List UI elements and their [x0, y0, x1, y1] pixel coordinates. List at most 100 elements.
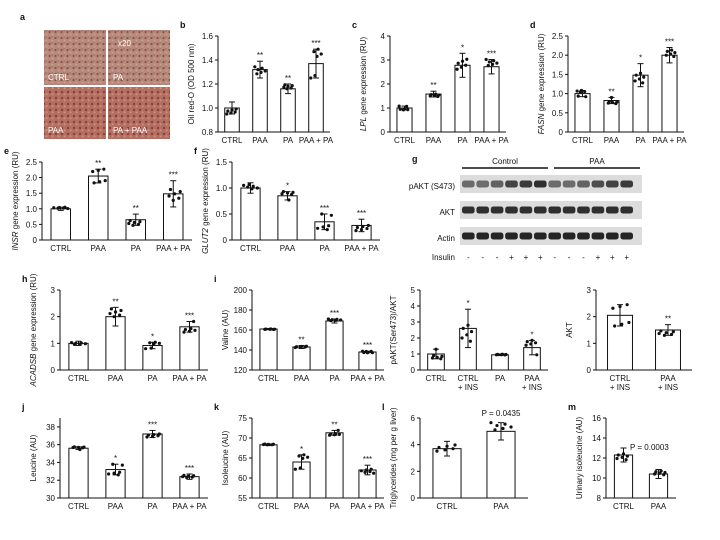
data-point — [662, 333, 667, 337]
data-point — [187, 329, 192, 333]
data-point — [269, 327, 273, 331]
data-point — [320, 212, 324, 216]
panel-letter-e: e — [4, 146, 9, 156]
y-tick-label: 3 — [411, 318, 416, 327]
data-point — [291, 190, 295, 194]
panel-letter-i1: i — [214, 274, 217, 284]
data-point — [339, 318, 343, 322]
micrograph-pa-paa — [108, 87, 170, 139]
micrograph-label-ctrl: CTRL — [48, 73, 69, 82]
data-point — [79, 341, 83, 345]
data-point — [455, 67, 459, 71]
x-tick-label: PAA + PA — [474, 136, 509, 145]
data-point — [299, 344, 304, 349]
y-tick-label: 160 — [234, 326, 248, 335]
data-point — [173, 192, 177, 196]
y-axis-label: pAKT(Ser473)/AKT — [389, 295, 398, 364]
y-tick-label: 2.5 — [26, 158, 38, 167]
blot-band — [620, 232, 633, 240]
data-point — [461, 326, 465, 330]
data-point — [465, 333, 469, 337]
data-point — [57, 205, 61, 210]
data-point — [146, 433, 150, 437]
chart-i1: 120 140 160 180 200 Valine (AU) i CTRL ** PAA *** P… — [214, 274, 385, 383]
data-point — [330, 318, 334, 322]
data-point — [66, 206, 70, 211]
data-point — [368, 470, 372, 474]
significance-label: *** — [185, 464, 194, 473]
data-point — [613, 324, 617, 328]
data-point — [131, 223, 135, 227]
y-tick-label: 0 — [559, 128, 564, 137]
panel-letter-c: c — [352, 20, 357, 30]
data-point — [335, 317, 339, 321]
y-tick-label: 12 — [592, 454, 601, 463]
blot-band — [577, 206, 590, 214]
data-point — [283, 83, 287, 87]
data-point — [112, 315, 116, 319]
data-point — [430, 356, 435, 360]
y-tick-label: 2.0 — [26, 174, 38, 183]
x-tick-label: PAA — [108, 374, 124, 383]
data-point — [484, 57, 488, 62]
chart-e: 0 0.5 1.0 1.5 2.0 2.5 INSR gene expression (RU… — [4, 146, 192, 253]
significance-label: ** — [112, 297, 118, 306]
significance-label: * — [466, 299, 469, 308]
x-tick-label: CTRL — [68, 374, 89, 383]
y-tick-label: 10 — [592, 474, 601, 483]
significance-label: *** — [185, 311, 194, 320]
significance-label: * — [461, 43, 464, 52]
x-tick-label: PAA + PA — [350, 502, 385, 511]
bar — [179, 476, 200, 499]
data-point — [495, 61, 499, 65]
panel-letter-j: j — [21, 402, 25, 412]
y-tick-label: 0 — [51, 366, 56, 375]
data-point — [282, 85, 286, 89]
y-axis-label: INSR gene expression (RU) — [11, 151, 20, 250]
bar — [655, 329, 681, 371]
y-tick-label: 0.8 — [202, 128, 214, 137]
data-point — [263, 442, 267, 446]
y-tick-label: 6 — [411, 414, 416, 423]
blot-band — [462, 206, 475, 214]
data-point — [91, 169, 95, 174]
data-point — [315, 54, 319, 59]
data-point — [672, 54, 676, 59]
blot-band — [591, 180, 605, 188]
blot-row-pakt: pAKT (S473) — [409, 182, 455, 191]
insulin-mark: + — [624, 253, 629, 262]
data-point — [149, 346, 153, 350]
y-tick-label: 0.5 — [552, 109, 564, 118]
x-tick-label: PA — [319, 244, 330, 253]
y-tick-label: 2 — [411, 334, 416, 343]
x-tick-label-line2: + INS — [610, 383, 630, 392]
data-point — [615, 456, 619, 461]
data-point — [263, 69, 267, 73]
data-point — [621, 452, 626, 456]
x-tick-label: PAA — [294, 502, 310, 511]
significance-label: *** — [665, 38, 674, 47]
data-point — [584, 95, 588, 99]
data-point — [405, 104, 409, 108]
micrograph-pa — [108, 30, 170, 85]
data-point — [504, 352, 508, 357]
y-axis-label-gene: ACADSB — [29, 353, 38, 388]
data-point — [575, 89, 579, 93]
significance-label: ** — [285, 74, 291, 83]
blot-band — [462, 232, 475, 240]
data-point — [435, 449, 439, 453]
blot-band — [606, 232, 619, 240]
blot-group-paa: PAA — [589, 157, 605, 166]
data-point — [500, 352, 504, 356]
y-tick-label: 1.0 — [202, 104, 214, 113]
y-tick-label: 70 — [238, 434, 247, 443]
data-point — [168, 187, 173, 192]
x-tick-label: PA — [635, 136, 646, 145]
insulin-mark: - — [481, 253, 484, 262]
x-tick-label: PAA + PA — [172, 374, 207, 383]
bar — [88, 175, 109, 241]
data-point — [294, 345, 299, 349]
data-point — [78, 447, 82, 452]
data-point — [363, 470, 367, 474]
